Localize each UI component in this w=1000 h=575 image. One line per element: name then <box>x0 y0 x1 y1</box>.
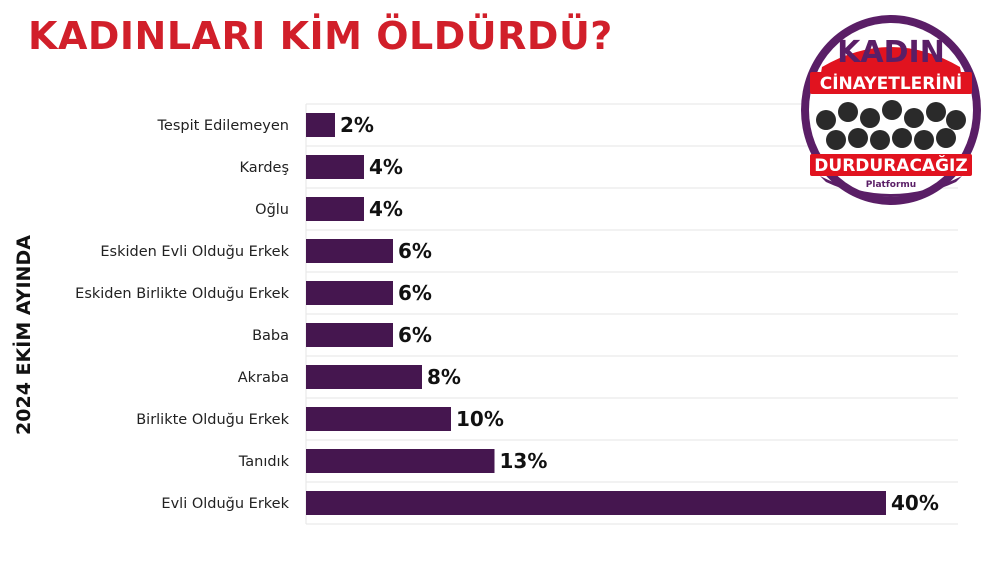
bar <box>306 281 393 305</box>
category-label: Akraba <box>238 370 289 386</box>
value-label: 10% <box>456 407 504 431</box>
category-label: Evli Olduğu Erkek <box>161 496 289 512</box>
category-label: Eskiden Birlikte Olduğu Erkek <box>75 286 289 302</box>
logo-faces-illustration <box>816 100 966 150</box>
logo-text-kadin: KADIN <box>837 35 945 70</box>
chart-title: KADINLARI KİM ÖLDÜRDÜ? <box>28 14 613 58</box>
grid-lines <box>305 103 958 525</box>
bar <box>306 491 886 515</box>
bar <box>306 239 393 263</box>
category-label: Birlikte Olduğu Erkek <box>136 412 289 428</box>
value-label: 13% <box>500 449 548 473</box>
bar <box>306 365 422 389</box>
value-label: 6% <box>398 239 432 263</box>
value-label: 4% <box>369 155 403 179</box>
value-label: 2% <box>340 113 374 137</box>
bar <box>306 155 364 179</box>
category-label: Tanıdık <box>238 454 290 470</box>
value-label: 40% <box>891 491 939 515</box>
value-label: 8% <box>427 365 461 389</box>
category-label: Tespit Edilemeyen <box>157 118 289 134</box>
logo-band-bottom <box>810 154 972 176</box>
category-label: Kardeş <box>239 160 289 176</box>
bar <box>306 323 393 347</box>
logo-text-platformu: Platformu <box>866 180 916 190</box>
platform-logo: KADIN CİNAYETLERİNİ DURDURACAĞIZ Platfor… <box>798 12 984 208</box>
bar <box>306 407 451 431</box>
bar <box>306 449 495 473</box>
value-label: 6% <box>398 323 432 347</box>
category-label: Eskiden Evli Olduğu Erkek <box>100 244 289 260</box>
value-label: 6% <box>398 281 432 305</box>
bar <box>306 113 335 137</box>
logo-band-top <box>810 72 972 94</box>
logo-text-cinayetlerini: CİNAYETLERİNİ <box>820 72 963 94</box>
bar <box>306 197 364 221</box>
logo-text-durduracagiz: DURDURACAĞIZ <box>814 154 967 176</box>
logo-bottom-curve <box>820 176 962 197</box>
value-label: 4% <box>369 197 403 221</box>
category-label: Oğlu <box>255 202 289 218</box>
category-label: Baba <box>252 328 289 344</box>
bars: Tespit Edilemeyen 2% Kardeş 4% Oğlu 4% Eskiden… <box>75 113 939 515</box>
